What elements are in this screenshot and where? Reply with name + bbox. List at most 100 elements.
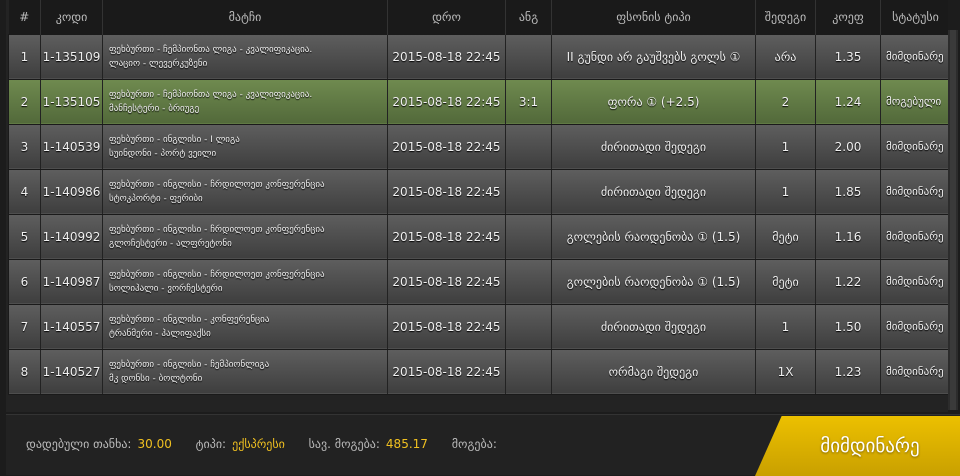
type-value: ექსპრესი <box>232 437 285 451</box>
table-row[interactable]: 1 1-135109 ფეხბურთი - ჩემპიონთა ლიგა - კვა… <box>8 33 948 80</box>
bet-result: 1 <box>755 168 816 215</box>
teams: ლაციო - ლევერკუზენი <box>109 58 208 69</box>
table-header: # კოდი მატჩი დრო ანგ ფსონის ტიპი შედეგი კოეფ სტა… <box>8 0 948 34</box>
bet-status: მიმდინარე <box>880 348 948 395</box>
bet-code: 1-135105 <box>40 78 103 125</box>
teams: ტრანმერი - ჰალიფაქსი <box>109 328 211 339</box>
coefficient: 2.00 <box>815 123 881 170</box>
bet-type: ძირითადი შედეგი <box>551 168 756 215</box>
league: ფეხბურთი - ინგლისი - I ლიგა <box>109 134 240 145</box>
column-header-date: დრო <box>387 0 506 34</box>
table-row[interactable]: 6 1-140987 ფეხბურთი - ინგლისი - ჩრდილოეთ კ… <box>8 258 948 305</box>
win-label: მოგება: <box>451 437 497 451</box>
bet-status: მიმდინარე <box>880 303 948 350</box>
match-cell: ფეხბურთი - ჩემპიონთა ლიგა - კვალიფიკაცია… <box>102 33 388 80</box>
row-number: 3 <box>8 123 41 170</box>
match-cell: ფეხბურთი - ინგლისი - კონფერენცია ტრანმერი… <box>102 303 388 350</box>
bet-code: 1-140992 <box>40 213 103 260</box>
bet-result: 1 <box>755 303 816 350</box>
row-number: 4 <box>8 168 41 215</box>
bet-type: II გუნდი არ გაუშვებს გოლს ① <box>551 33 756 80</box>
coefficient: 1.85 <box>815 168 881 215</box>
league: ფეხბურთი - ინგლისი - ჩრდილოეთ კონფერენცი… <box>109 179 325 190</box>
column-header-code: კოდი <box>40 0 103 34</box>
bet-code: 1-140987 <box>40 258 103 305</box>
table-row[interactable]: 8 1-140527 ფეხბურთი - ინგლისი - ჩემპიონლიგ… <box>8 348 948 395</box>
stake-label: დადებული თანხა: <box>26 437 132 451</box>
match-cell: ფეხბურთი - ინგლისი - I ლიგა სუინდონი - პო… <box>102 123 388 170</box>
row-number: 5 <box>8 213 41 260</box>
teams: გლოჩესტერი - ალფრეტონი <box>109 238 232 249</box>
column-header-coef: კოეფ <box>815 0 881 34</box>
bet-result: 2 <box>755 78 816 125</box>
match-cell: ფეხბურთი - ჩემპიონთა ლიგა - კვალიფიკაცია… <box>102 78 388 125</box>
column-header-match: მატჩი <box>102 0 388 34</box>
scrollbar-thumb[interactable] <box>950 30 956 410</box>
coefficient: 1.23 <box>815 348 881 395</box>
bet-summary: დადებული თანხა: 30.00 ტიპი: ექსპრესი სავ. … <box>26 437 523 451</box>
bet-type: ძირითადი შედეგი <box>551 123 756 170</box>
bet-code: 1-140539 <box>40 123 103 170</box>
coefficient: 1.16 <box>815 213 881 260</box>
table-row[interactable]: 7 1-140557 ფეხბურთი - ინგლისი - კონფერენცი… <box>8 303 948 350</box>
table-row[interactable]: 3 1-140539 ფეხბურთი - ინგლისი - I ლიგა სუინ… <box>8 123 948 170</box>
match-date: 2015-08-18 22:45 <box>387 258 506 305</box>
coefficient: 1.22 <box>815 258 881 305</box>
bet-type: ფორა ① (+2.5) <box>551 78 756 125</box>
row-number: 8 <box>8 348 41 395</box>
column-header-score: ანგ <box>505 0 552 34</box>
status-button[interactable]: მიმდინარე <box>755 416 960 476</box>
table-row[interactable]: 4 1-140986 ფეხბურთი - ინგლისი - ჩრდილოეთ კ… <box>8 168 948 215</box>
coefficient: 1.50 <box>815 303 881 350</box>
league: ფეხბურთი - ინგლისი - ჩრდილოეთ კონფერენცი… <box>109 224 325 235</box>
bet-status: მოგებული <box>880 78 948 125</box>
row-number: 1 <box>8 33 41 80</box>
match-cell: ფეხბურთი - ინგლისი - ჩრდილოეთ კონფერენცი… <box>102 168 388 215</box>
bets-table: # კოდი მატჩი დრო ანგ ფსონის ტიპი შედეგი კოეფ სტა… <box>8 0 948 395</box>
teams: მკ დონსი - ბოლტონი <box>109 373 203 384</box>
potential-win-label: სავ. მოგება: <box>308 437 380 451</box>
match-score <box>505 213 552 260</box>
row-number: 6 <box>8 258 41 305</box>
league: ფეხბურთი - ჩემპიონთა ლიგა - კვალიფიკაცია… <box>109 44 313 55</box>
match-score <box>505 123 552 170</box>
stake-value: 30.00 <box>137 437 172 451</box>
bet-status: მიმდინარე <box>880 213 948 260</box>
match-cell: ფეხბურთი - ინგლისი - ჩემპიონლიგა მკ დონსი… <box>102 348 388 395</box>
column-header-number: # <box>8 0 41 34</box>
table-row[interactable]: 5 1-140992 ფეხბურთი - ინგლისი - ჩრდილოეთ კ… <box>8 213 948 260</box>
bet-result: არა <box>755 33 816 80</box>
match-date: 2015-08-18 22:45 <box>387 348 506 395</box>
coefficient: 1.35 <box>815 33 881 80</box>
bet-result: მეტი <box>755 213 816 260</box>
match-score <box>505 348 552 395</box>
bet-result: მეტი <box>755 258 816 305</box>
bet-type: ორმაგი შედეგი <box>551 348 756 395</box>
column-header-status: სტატუსი <box>880 0 948 34</box>
bet-status: მიმდინარე <box>880 123 948 170</box>
bet-result: 1 <box>755 123 816 170</box>
column-header-result: შედეგი <box>755 0 816 34</box>
bet-type: გოლების რაოდენობა ① (1.5) <box>551 213 756 260</box>
row-number: 7 <box>8 303 41 350</box>
match-date: 2015-08-18 22:45 <box>387 123 506 170</box>
match-date: 2015-08-18 22:45 <box>387 78 506 125</box>
league: ფეხბურთი - ჩემპიონთა ლიგა - კვალიფიკაცია… <box>109 89 313 100</box>
scrollbar[interactable] <box>948 30 958 410</box>
bets-table-container: # კოდი მატჩი დრო ანგ ფსონის ტიპი შედეგი კოეფ სტა… <box>6 0 948 412</box>
teams: მანჩესტერი - ბრიუგე <box>109 103 200 114</box>
column-header-bet-type: ფსონის ტიპი <box>551 0 756 34</box>
match-cell: ფეხბურთი - ინგლისი - ჩრდილოეთ კონფერენცი… <box>102 258 388 305</box>
bet-summary-footer: დადებული თანხა: 30.00 ტიპი: ექსპრესი სავ. … <box>6 414 960 476</box>
match-cell: ფეხბურთი - ინგლისი - ჩრდილოეთ კონფერენცი… <box>102 213 388 260</box>
table-row[interactable]: 2 1-135105 ფეხბურთი - ჩემპიონთა ლიგა - კვა… <box>8 78 948 125</box>
match-date: 2015-08-18 22:45 <box>387 168 506 215</box>
bet-result: 1X <box>755 348 816 395</box>
league: ფეხბურთი - ინგლისი - ჩემპიონლიგა <box>109 359 270 370</box>
bet-status: მიმდინარე <box>880 258 948 305</box>
bet-code: 1-140986 <box>40 168 103 215</box>
potential-win-value: 485.17 <box>385 437 428 451</box>
match-score: 3:1 <box>505 78 552 125</box>
bet-type: ძირითადი შედეგი <box>551 303 756 350</box>
bet-code: 1-140557 <box>40 303 103 350</box>
